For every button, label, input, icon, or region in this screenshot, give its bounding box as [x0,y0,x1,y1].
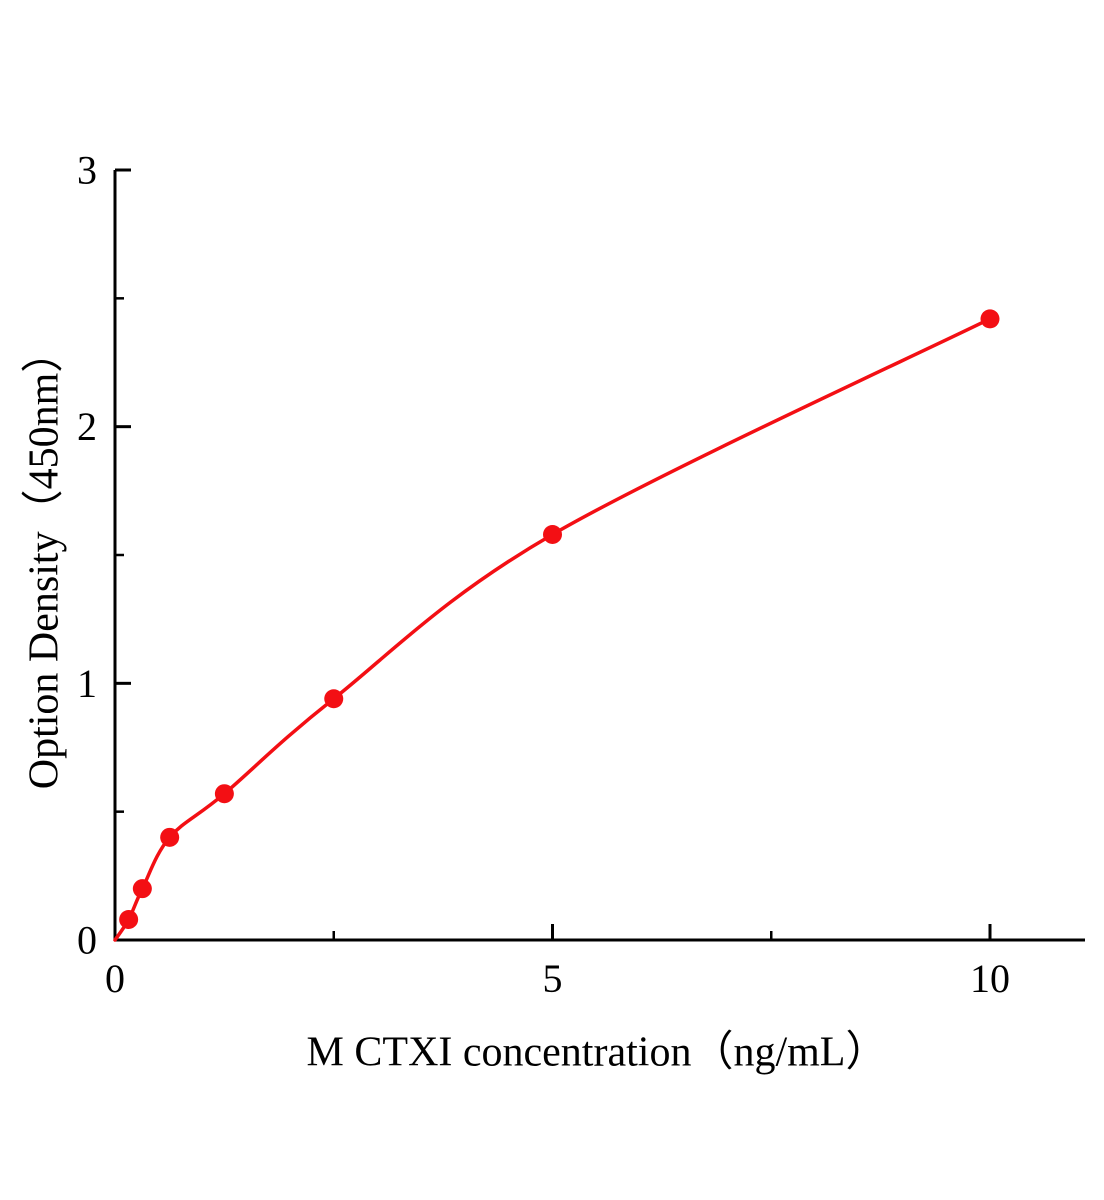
x-tick-label: 0 [105,956,125,1001]
data-point [160,827,180,847]
y-tick-label: 2 [77,404,97,449]
data-point [980,309,1000,329]
y-axis-label: Option Density（450nm） [21,330,68,790]
x-tick-label: 5 [543,956,563,1001]
data-point [132,879,152,899]
y-tick-label: 3 [77,148,97,193]
x-axis-label: M CTXI concentration（ng/mL） [306,1029,888,1076]
y-tick-label: 0 [77,918,97,963]
data-point [119,909,139,929]
x-tick-label: 10 [970,956,1010,1001]
fit-curve [113,317,992,942]
data-point [324,689,344,709]
data-point [214,784,234,804]
y-tick-label: 1 [77,661,97,706]
data-point [543,524,562,544]
